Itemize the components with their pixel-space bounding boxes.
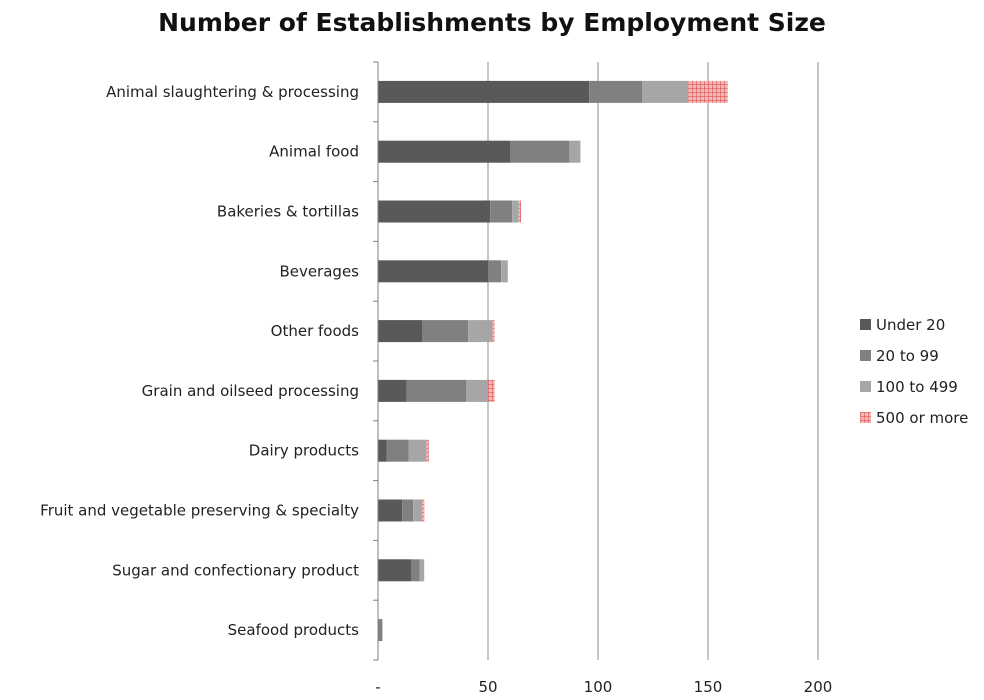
category-label: Grain and oilseed processing — [142, 382, 359, 400]
legend-label: 500 or more — [876, 409, 968, 427]
legend-swatch — [860, 412, 871, 423]
bar-segment — [378, 200, 491, 223]
bar-segment — [378, 80, 590, 103]
bar-segment — [501, 260, 508, 283]
legend-label: 100 to 499 — [876, 378, 958, 396]
bar-segment — [378, 260, 488, 283]
bar-segment — [512, 200, 519, 223]
bar-segment — [411, 559, 420, 582]
bar-segment — [378, 140, 510, 163]
bar-segment — [402, 499, 414, 522]
category-label: Animal slaughtering & processing — [106, 83, 359, 101]
bar-segment — [569, 140, 581, 163]
x-tick-label: 200 — [804, 678, 833, 696]
bar-segment — [378, 320, 422, 343]
bar-segment — [413, 499, 422, 522]
category-label: Fruit and vegetable preserving & special… — [40, 502, 359, 520]
chart-title: Number of Establishments by Employment S… — [158, 8, 826, 37]
bar-segment — [422, 499, 425, 522]
bar-segment — [589, 80, 642, 103]
bar-segment — [378, 619, 383, 642]
bar-segment — [378, 499, 403, 522]
bar-segment — [378, 439, 387, 462]
bar-segment — [408, 439, 427, 462]
bar-segment — [688, 80, 728, 103]
bar-segment — [642, 80, 689, 103]
legend-label: 20 to 99 — [876, 347, 939, 365]
category-label: Animal food — [269, 143, 359, 161]
bar-segment — [422, 320, 469, 343]
legend-swatch — [860, 381, 871, 392]
x-tick-label: 150 — [694, 678, 723, 696]
bar-segment — [518, 200, 521, 223]
legend-label: Under 20 — [876, 316, 945, 334]
category-label: Other foods — [271, 322, 360, 340]
bar-segment — [378, 559, 411, 582]
category-label: Bakeries & tortillas — [217, 203, 359, 221]
bar-segment — [406, 379, 466, 402]
bar-segment — [419, 559, 425, 582]
category-label: Dairy products — [249, 442, 359, 460]
category-label: Beverages — [279, 262, 359, 280]
bar-segment — [468, 320, 493, 343]
bar-segment — [488, 260, 502, 283]
bar-segment — [426, 439, 429, 462]
x-tick-label: 100 — [584, 678, 613, 696]
legend-swatch — [860, 319, 871, 330]
bar-segment — [492, 320, 495, 343]
bar-segment — [378, 379, 407, 402]
x-tick-label: - — [375, 678, 380, 696]
legend-swatch — [860, 350, 871, 361]
bar-segment — [490, 200, 513, 223]
bar-segment — [386, 439, 409, 462]
bar-segment — [488, 379, 495, 402]
category-label: Seafood products — [228, 621, 360, 639]
category-label: Sugar and confectionary product — [112, 561, 359, 579]
bar-segment — [510, 140, 570, 163]
bar-segment — [466, 379, 488, 402]
x-tick-label: 50 — [478, 678, 497, 696]
